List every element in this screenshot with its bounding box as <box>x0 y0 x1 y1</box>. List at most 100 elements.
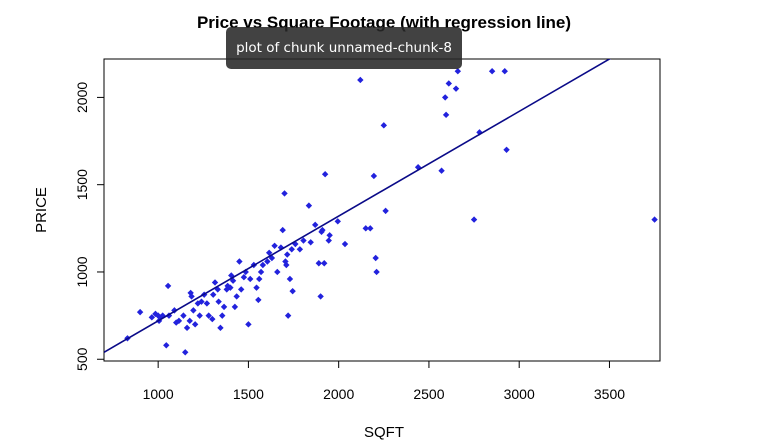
data-point <box>203 300 211 307</box>
data-point <box>256 275 263 283</box>
data-point <box>367 225 374 232</box>
data-point <box>175 317 183 325</box>
data-point <box>183 324 191 332</box>
data-point <box>236 258 243 265</box>
regression-line <box>104 59 612 353</box>
data-point <box>209 315 216 323</box>
data-point <box>265 249 273 256</box>
data-point <box>148 314 156 321</box>
x-axis: 1000 1500 2000 2500 3000 3500 <box>143 361 625 402</box>
data-point <box>292 240 299 248</box>
data-point <box>182 349 189 356</box>
data-point <box>288 246 295 253</box>
data-point <box>210 291 217 298</box>
y-tick-label: 500 <box>74 347 90 371</box>
data-point <box>242 268 249 276</box>
data-point <box>257 268 265 276</box>
data-point <box>300 237 307 244</box>
data-point <box>454 68 462 75</box>
data-point <box>205 312 212 319</box>
data-point <box>219 312 226 319</box>
data-point <box>307 239 314 246</box>
data-point <box>325 237 332 244</box>
data-point <box>217 324 224 332</box>
data-point <box>373 268 380 276</box>
data-point <box>284 312 292 319</box>
data-point <box>441 94 449 101</box>
x-tick-label: 3500 <box>594 386 625 402</box>
data-point <box>253 284 260 291</box>
data-point <box>341 240 349 248</box>
chunk-tooltip: plot of chunk unnamed-chunk-8 <box>226 27 462 69</box>
data-point <box>211 279 219 286</box>
y-tick-label: 1500 <box>74 169 90 200</box>
data-point <box>357 76 364 84</box>
data-point <box>312 221 319 229</box>
data-point <box>196 312 203 319</box>
data-point <box>321 260 328 267</box>
data-point <box>274 268 281 276</box>
data-point <box>227 284 234 291</box>
data-point <box>286 275 294 283</box>
data-point <box>259 261 267 269</box>
data-point <box>245 321 252 328</box>
data-point <box>281 190 288 197</box>
data-point <box>271 242 278 249</box>
data-point <box>240 274 248 281</box>
data-point <box>191 321 199 328</box>
data-point <box>651 216 658 223</box>
data-point <box>186 317 193 325</box>
data-point <box>289 287 296 295</box>
regression-line-group <box>104 59 612 353</box>
data-point <box>362 225 369 232</box>
data-point <box>317 293 324 300</box>
data-point <box>284 251 291 258</box>
y-axis: 500 1000 1500 2000 <box>74 82 104 371</box>
data-point <box>305 202 313 209</box>
x-tick-label: 3000 <box>504 386 535 402</box>
data-point <box>438 167 445 174</box>
data-point <box>372 254 379 262</box>
data-point <box>220 303 228 311</box>
x-tick-label: 2500 <box>413 386 444 402</box>
data-point <box>283 261 290 269</box>
data-point <box>370 172 378 180</box>
data-point <box>334 218 341 225</box>
data-point <box>445 80 452 87</box>
data-point <box>233 293 240 300</box>
data-point <box>380 122 388 129</box>
x-tick-label: 2000 <box>323 386 354 402</box>
data-point <box>231 303 239 311</box>
data-point <box>319 226 326 234</box>
x-axis-label: SQFT <box>364 424 404 441</box>
data-point <box>187 289 194 297</box>
data-point <box>255 296 262 304</box>
data-point <box>264 258 271 265</box>
data-point <box>452 85 460 92</box>
data-point <box>190 307 197 314</box>
data-point <box>321 171 329 178</box>
x-tick-label: 1000 <box>143 386 174 402</box>
data-point <box>382 207 389 215</box>
data-point <box>180 312 187 319</box>
data-point <box>237 286 245 293</box>
data-point <box>136 308 144 316</box>
data-point <box>326 232 333 239</box>
data-point <box>501 68 508 75</box>
y-axis-label: PRICE <box>33 187 50 233</box>
data-point <box>188 293 195 300</box>
x-tick-label: 1500 <box>233 386 264 402</box>
data-point <box>279 226 286 234</box>
data-point <box>315 260 323 267</box>
data-point <box>442 111 450 119</box>
y-tick-label: 2000 <box>74 82 90 113</box>
data-point <box>296 246 304 253</box>
data-point <box>164 282 172 290</box>
data-point <box>488 68 496 75</box>
data-point <box>470 216 478 223</box>
data-point <box>198 298 205 305</box>
data-point <box>163 342 170 349</box>
y-tick-label: 1000 <box>74 256 90 287</box>
